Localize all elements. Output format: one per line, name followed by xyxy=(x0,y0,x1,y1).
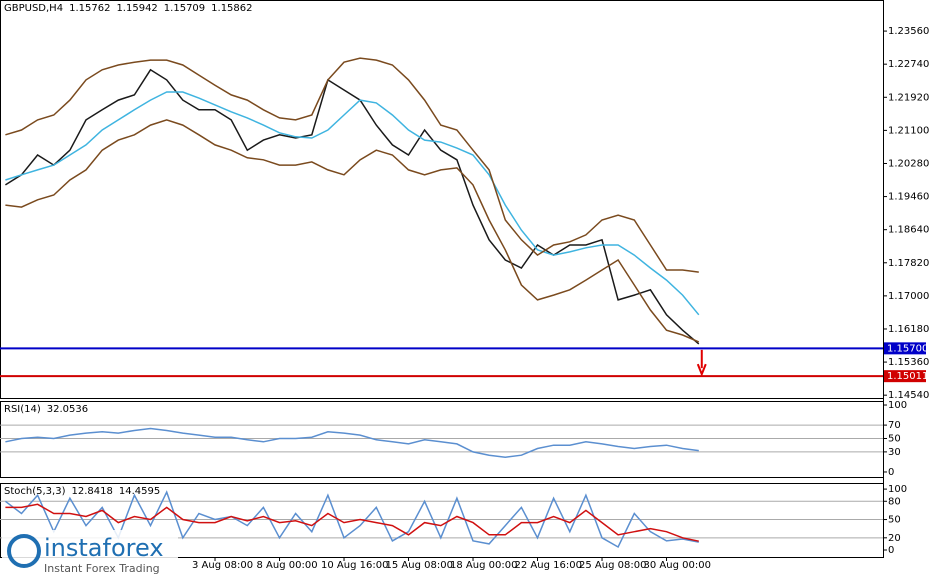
x-tick-label: 3 Aug 08:00 xyxy=(192,560,253,571)
series-line xyxy=(5,119,700,343)
y-tick-label: 100 xyxy=(888,400,907,411)
header-value: 32.0536 xyxy=(47,404,88,415)
x-tick-label: 25 Aug 08:00 xyxy=(579,560,646,571)
y-tick-label: 30 xyxy=(888,447,901,458)
y-tick-label: 20 xyxy=(888,533,901,544)
logo-name: instaforex xyxy=(44,534,164,562)
x-tick-label: 22 Aug 16:00 xyxy=(515,560,582,571)
series-line xyxy=(5,503,699,542)
header-value: 1.15862 xyxy=(211,3,252,14)
y-tick-label: 50 xyxy=(888,515,901,526)
header-value: 14.4595 xyxy=(119,486,160,497)
logo-icon xyxy=(7,534,41,568)
level-label-box xyxy=(884,342,926,355)
series-line xyxy=(5,91,700,316)
y-tick-label: 70 xyxy=(888,420,901,431)
series-line xyxy=(5,57,699,273)
x-tick-label: 8 Aug 00:00 xyxy=(257,560,318,571)
panel-title: Stoch(5,3,3) xyxy=(4,486,66,497)
panel-header: GBPUSD,H4 1.15762 1.15942 1.15709 1.15862 xyxy=(4,3,253,14)
y-tick-label: 1.18640 xyxy=(888,225,929,236)
y-tick-label: 1.21920 xyxy=(888,92,929,103)
series-line xyxy=(5,427,699,458)
y-tick-label: 1.17000 xyxy=(888,291,929,302)
y-tick-label: 1.15360 xyxy=(888,357,929,368)
y-tick-label: 100 xyxy=(888,484,907,495)
y-tick-label: 0 xyxy=(888,545,894,556)
panel-title: GBPUSD,H4 xyxy=(4,3,63,14)
panel-title: RSI(14) xyxy=(4,404,41,415)
x-tick-label: 18 Aug 00:00 xyxy=(450,560,517,571)
panel-header: RSI(14) 32.0536 xyxy=(4,404,88,415)
x-tick-label: 10 Aug 16:00 xyxy=(321,560,388,571)
level-label: 1.15700 xyxy=(887,343,928,354)
x-tick-label: 30 Aug 00:00 xyxy=(644,560,711,571)
panel-header: Stoch(5,3,3) 12.8418 14.4595 xyxy=(4,486,160,497)
header-value: 1.15709 xyxy=(164,3,205,14)
x-tick-label: 15 Aug 08:00 xyxy=(386,560,453,571)
header-value: 1.15762 xyxy=(69,3,110,14)
y-tick-label: 1.20280 xyxy=(888,158,929,169)
series-line xyxy=(5,68,700,345)
y-tick-label: 1.21100 xyxy=(888,125,929,136)
logo-tagline: Instant Forex Trading xyxy=(44,562,160,575)
level-label-box xyxy=(884,370,926,383)
logo: instaforex Instant Forex Trading xyxy=(2,530,178,576)
level-label: 1.15011 xyxy=(887,371,928,382)
y-tick-label: 1.16180 xyxy=(888,324,929,335)
y-tick-label: 80 xyxy=(888,496,901,507)
y-tick-label: 1.23560 xyxy=(888,26,929,37)
header-value: 1.15942 xyxy=(116,3,157,14)
y-tick-label: 0 xyxy=(888,467,894,478)
y-tick-label: 50 xyxy=(888,433,901,444)
y-tick-label: 1.22740 xyxy=(888,59,929,70)
y-tick-label: 1.19460 xyxy=(888,192,929,203)
y-tick-label: 1.17820 xyxy=(888,258,929,269)
y-tick-label: 1.14540 xyxy=(888,390,929,401)
forecast-arrow xyxy=(696,349,707,377)
header-value: 12.8418 xyxy=(71,486,112,497)
